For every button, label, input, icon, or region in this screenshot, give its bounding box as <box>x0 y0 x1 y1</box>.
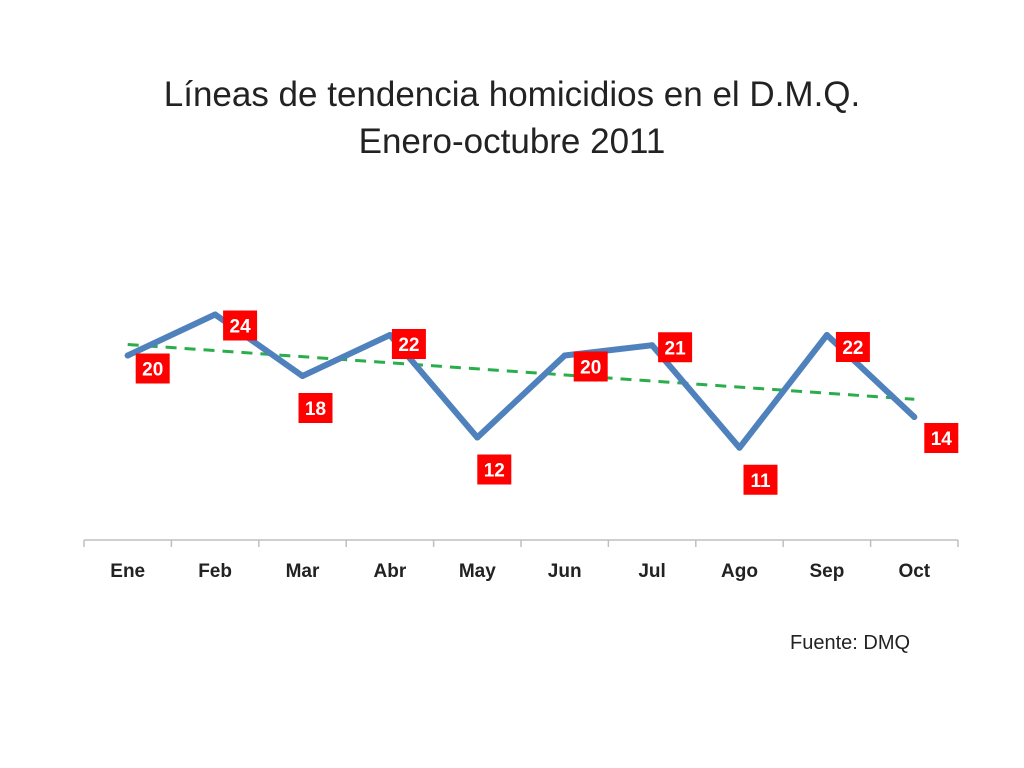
data-label: 21 <box>658 332 693 363</box>
data-label: 12 <box>477 454 512 485</box>
series-line <box>124 311 918 451</box>
x-tick-label: May <box>459 561 496 582</box>
x-tick-label: Sep <box>809 561 844 582</box>
data-label-box <box>223 310 258 341</box>
data-label-value: 20 <box>580 358 601 379</box>
x-tick-label: Abr <box>374 561 407 582</box>
data-point <box>911 414 918 420</box>
data-label-box <box>477 454 512 485</box>
x-tick-label: Mar <box>286 561 320 582</box>
data-point <box>124 352 131 359</box>
x-tick-label: Jun <box>548 561 582 582</box>
data-point <box>736 444 743 451</box>
data-point <box>823 332 830 338</box>
data-point <box>212 311 219 318</box>
data-label-box <box>658 332 693 363</box>
data-label-box <box>298 393 333 423</box>
data-label-box <box>573 351 608 382</box>
data-label-box <box>743 464 778 495</box>
x-tick-label: Ago <box>721 561 758 582</box>
x-tick-label: Oct <box>898 561 930 582</box>
data-label: 11 <box>743 464 778 495</box>
data-label-box <box>924 423 959 453</box>
data-point <box>299 373 306 379</box>
data-label-value: 20 <box>142 360 163 381</box>
data-label: 20 <box>573 351 608 382</box>
data-label: 24 <box>223 310 258 341</box>
data-label: 22 <box>835 332 870 362</box>
data-point <box>649 342 656 349</box>
x-tick-label: Feb <box>198 561 232 582</box>
data-label-box <box>835 332 870 362</box>
data-label: 18 <box>298 393 333 423</box>
data-label: 22 <box>391 329 426 359</box>
data-label-box <box>391 329 426 359</box>
data-label-value: 24 <box>230 317 252 338</box>
x-tick-label: Ene <box>110 561 145 582</box>
data-label-box <box>135 353 170 384</box>
data-label-value: 21 <box>665 338 687 359</box>
x-tick-label: Jul <box>638 561 665 582</box>
data-point <box>561 352 568 359</box>
data-label: 20 <box>135 353 170 384</box>
data-label-value: 11 <box>750 471 771 492</box>
data-point <box>474 434 481 441</box>
data-label-value: 22 <box>842 338 863 359</box>
source-note: Fuente: DMQ <box>790 632 911 654</box>
data-point <box>386 332 393 338</box>
chart-title-line-2: Enero-octubre 2011 <box>358 122 666 161</box>
chart-title-line-1: Líneas de tendencia homicidios en el D.M… <box>163 75 861 114</box>
data-label-value: 22 <box>398 335 419 356</box>
data-label-value: 18 <box>305 399 326 420</box>
data-label: 14 <box>924 423 959 453</box>
data-label-value: 14 <box>931 429 953 450</box>
data-label-value: 12 <box>484 461 505 482</box>
